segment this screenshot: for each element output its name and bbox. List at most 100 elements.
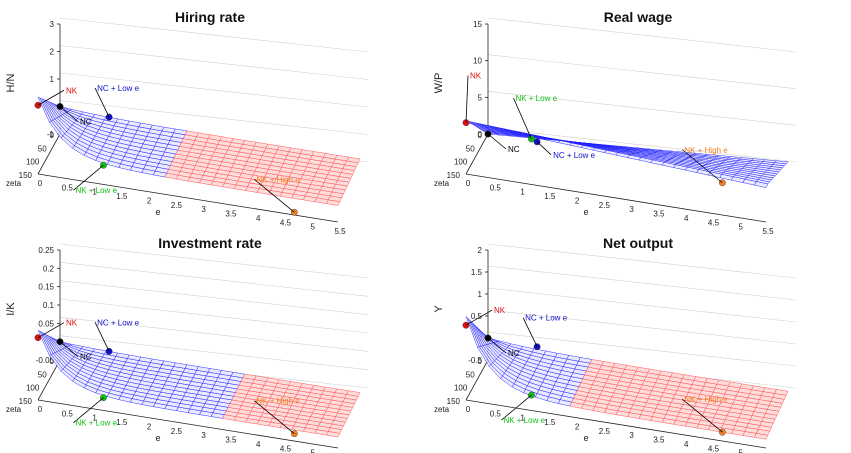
x-tick-label: 4 [684,440,689,449]
point-label: NC + Low e [97,84,140,93]
annotation-arrow [682,398,723,433]
annotation-arrow [487,337,507,354]
annotation-arrow [501,394,532,421]
x-tick-label: 5 [311,223,316,232]
x-tick-label: 3.5 [653,210,665,219]
surface-cell [346,390,361,397]
z-axis-label: W/P [433,73,445,94]
y-axis-label: zeta [434,405,450,414]
x-tick-label: 0.5 [62,409,74,418]
grid-line [487,243,797,279]
annotation-arrow [73,164,104,191]
annotation-arrow [37,322,65,339]
x-tick-label: 2 [575,196,580,205]
annotation-arrow [487,133,507,150]
grid-line [487,331,797,367]
point-label: NK + Low e [503,416,545,425]
x-tick-label: 3 [201,431,206,440]
grid-line [59,45,369,80]
y-tick-label: 100 [26,384,40,393]
grid-line [487,91,797,126]
x-tick-label: 2.5 [171,427,183,436]
x-axis [37,399,339,449]
z-tick-label: 15 [473,20,482,29]
y-tick-label: 0 [50,357,55,366]
z-tick-label: 0.1 [43,301,55,310]
y-tick-label: 0 [478,357,483,366]
x-tick-label: 3.5 [225,210,237,219]
x-tick-label: 1 [520,414,525,423]
chart-title: Real wage [604,9,673,25]
point-label: NK + High e [684,146,728,155]
annotation-arrow [73,397,104,423]
grid-line [487,287,797,323]
y-tick-label: 0 [478,131,483,140]
x-tick-label: 1 [520,188,525,197]
y-axis-label: zeta [6,405,22,414]
z-axis-label: H/N [5,73,17,92]
y-axis-label: zeta [434,179,450,188]
y-axis [465,133,489,175]
point-label: NK [494,306,506,315]
z-tick-label: 1 [478,290,483,299]
x-tick-label: 4 [684,214,689,223]
x-tick-label: 5 [311,449,316,453]
point-label: NC [80,353,92,362]
x-tick-label: 0.5 [62,183,74,192]
x-tick-label: 1 [92,188,97,197]
y-axis [37,359,61,401]
x-tick-label: 1 [92,414,97,423]
point-label: NK + Low e [75,419,117,428]
z-tick-label: 2 [478,246,483,255]
point-label: NC + Low e [553,151,596,160]
grid-lines [487,17,797,163]
surface-mesh [465,316,789,440]
x-tick-label: 0 [466,179,471,188]
surface-cell [346,156,361,164]
z-tick-label: 1 [50,75,55,84]
grid-line [59,280,369,315]
point-label: NK + High e [684,395,728,404]
z-tick-label: 1.5 [471,268,483,277]
x-tick-label: 0.5 [490,183,502,192]
surface-mesh [37,329,361,438]
z-tick-label: 0 [478,130,483,139]
x-tick-label: 0 [38,179,43,188]
point-label: NK [66,86,78,95]
x-axis [465,173,767,223]
z-tick-label: 0.05 [38,319,54,328]
point-label: NK [470,72,482,81]
annotation-arrow [522,317,538,347]
y-axis [37,133,61,175]
x-tick-label: 5.5 [762,227,774,236]
point-label: NK [66,319,78,328]
x-tick-label: 1.5 [116,418,128,427]
z-tick-label: -0.05 [36,356,55,365]
annotation-arrow [94,87,110,118]
y-axis-label: zeta [6,179,22,188]
annotation-arrow [94,322,110,352]
z-tick-label: 10 [473,57,482,66]
chart-title: Net output [603,235,673,251]
x-axis-label: e [155,433,160,443]
x-tick-label: 4.5 [280,444,292,453]
x-tick-label: 3 [201,205,206,214]
marker-nc-low-e [105,113,113,121]
z-tick-label: -1 [47,130,55,139]
x-tick-label: 2.5 [599,427,611,436]
point-label: NC [508,349,520,358]
grid-line [59,298,369,334]
x-axis-label: e [155,207,160,217]
chart-title: Hiring rate [175,9,245,25]
grid-lines [59,243,369,389]
z-tick-label: 0.2 [43,264,55,273]
z-tick-label: 2 [50,48,55,57]
grid-line [487,127,797,163]
z-tick-label: 5 [478,93,483,102]
annotation-arrow [59,341,79,357]
grid-line [59,262,369,297]
x-tick-label: 2.5 [171,201,183,210]
chart-panel-4: 21.510.50-0.5Y00.511.522.533.544.555.5e0… [433,235,797,453]
annotation-arrow [536,141,552,156]
y-tick-label: 150 [19,397,33,406]
